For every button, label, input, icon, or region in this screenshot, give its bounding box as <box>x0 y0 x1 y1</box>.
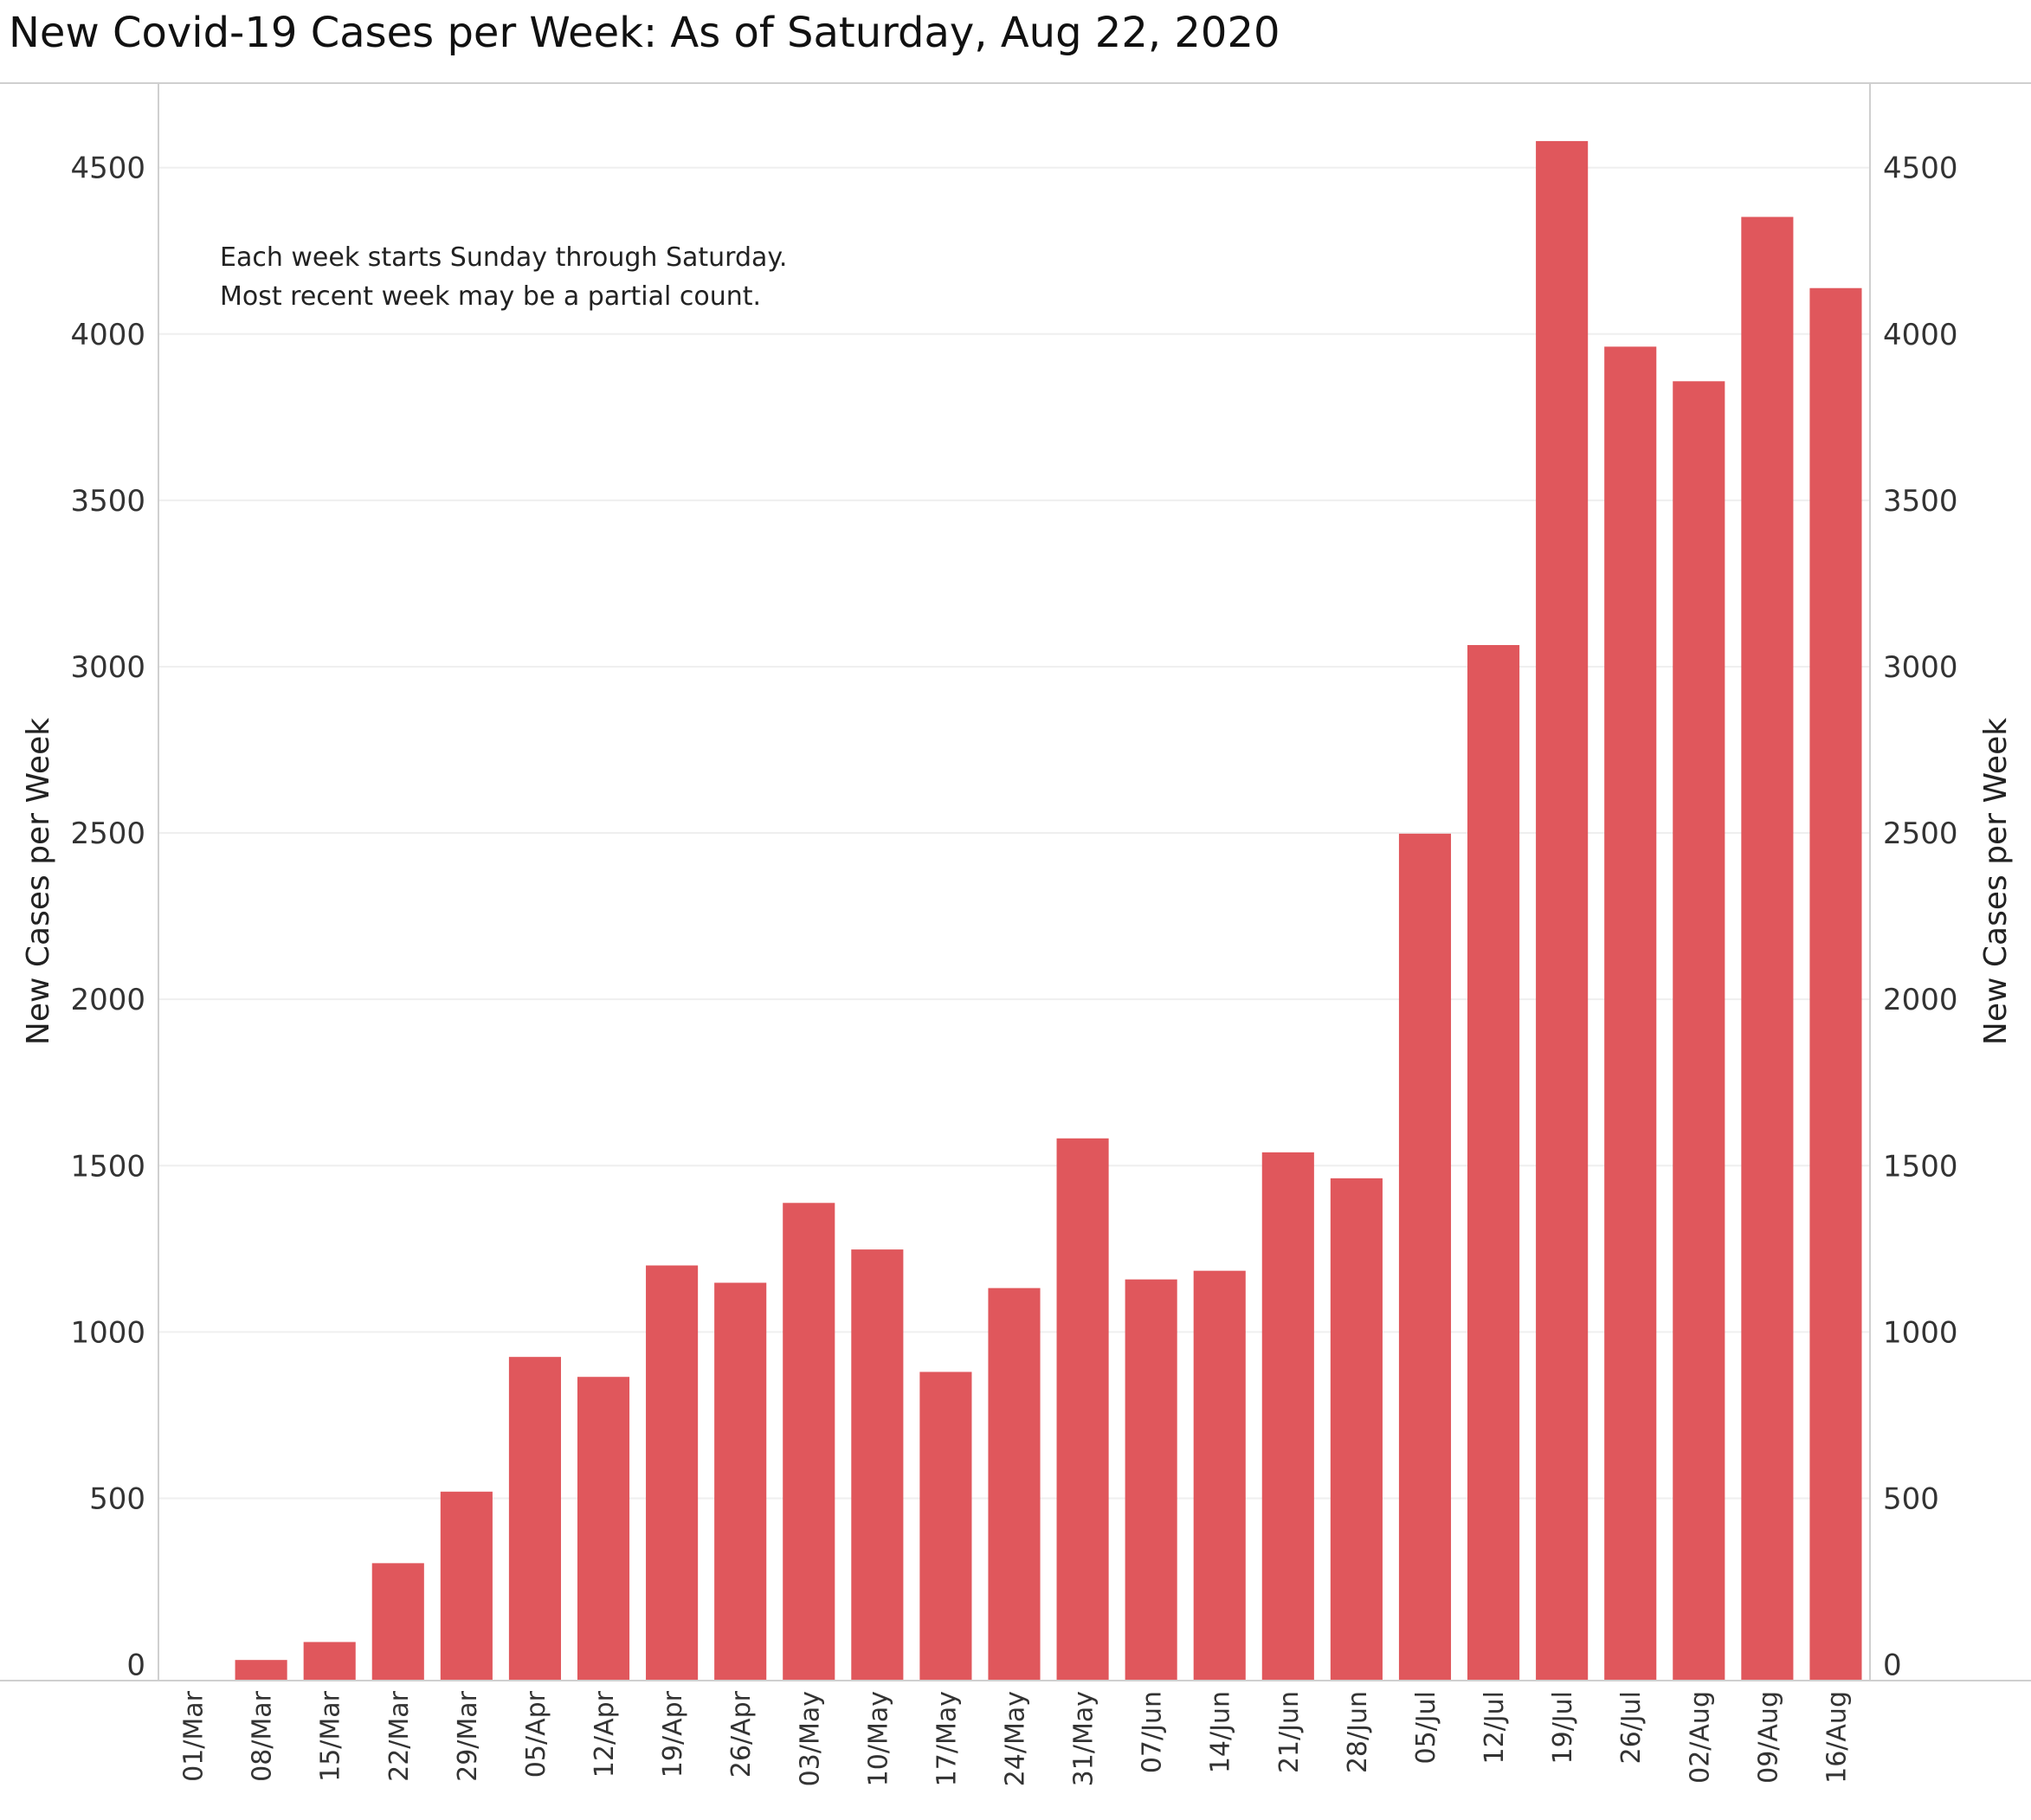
bar-28-jun[interactable] <box>1330 1178 1383 1681</box>
right-y-tick-label: 4000 <box>1883 318 1958 352</box>
x-ticks: 01/Mar 08/Mar 15/Mar 22/Mar 29/Mar 05/Apr 12/A… <box>179 1690 1853 1786</box>
left-y-tick-label: 500 <box>89 1481 145 1516</box>
bars <box>235 140 1862 1681</box>
right-y-tick-label: 0 <box>1883 1649 1902 1683</box>
x-tick-label: 05/Apr <box>521 1690 551 1778</box>
x-tick-label: 22/Mar <box>384 1690 415 1782</box>
x-tick-label: 31/May <box>1069 1691 1099 1786</box>
left-y-tick-label: 2000 <box>70 983 145 1017</box>
bar-17-may[interactable] <box>919 1371 972 1681</box>
bar-03-may[interactable] <box>783 1203 835 1681</box>
right-y-tick-label: 500 <box>1883 1481 1939 1516</box>
x-tick-label: 24/May <box>1001 1691 1031 1786</box>
bar-15-mar[interactable] <box>303 1642 356 1681</box>
x-tick-label: 26/Apr <box>726 1690 757 1778</box>
x-tick-label: 19/Jul <box>1548 1691 1578 1764</box>
x-tick-label: 12/Jul <box>1480 1691 1510 1764</box>
left-y-tick-label: 2500 <box>70 816 145 851</box>
x-tick-label: 15/Mar <box>316 1690 346 1782</box>
annotation-line-2: Most recent week may be a partial count. <box>220 281 761 312</box>
left-y-tick-label: 3000 <box>70 650 145 685</box>
left-y-tick-label: 1000 <box>70 1315 145 1350</box>
left-y-tick-label: 4500 <box>70 152 145 186</box>
left-y-tick-label: 1500 <box>70 1149 145 1184</box>
bar-05-jul[interactable] <box>1398 833 1452 1681</box>
x-tick-label: 14/Jun <box>1206 1691 1236 1773</box>
x-tick-label: 01/Mar <box>179 1690 210 1782</box>
left-y-tick-label: 4000 <box>70 318 145 352</box>
bar-14-jun[interactable] <box>1193 1270 1246 1681</box>
bar-31-may[interactable] <box>1056 1138 1109 1681</box>
bar-07-jun[interactable] <box>1125 1279 1177 1681</box>
right-y-tick-label: 3500 <box>1883 484 1958 519</box>
bar-24-may[interactable] <box>988 1288 1041 1681</box>
right-y-tick-label: 1000 <box>1883 1315 1958 1350</box>
x-tick-label: 09/Aug <box>1753 1691 1783 1784</box>
bar-26-jul[interactable] <box>1604 346 1657 1681</box>
bar-12-apr[interactable] <box>577 1377 630 1681</box>
x-tick-label: 19/Apr <box>658 1690 688 1778</box>
left-y-ticks: 0 500 1000 1500 2000 2500 3000 3500 4000 4500 <box>70 152 145 1683</box>
right-y-ticks: 0 500 1000 1500 2000 2500 3000 3500 4000 4500 <box>1883 152 1958 1683</box>
x-tick-label: 03/May <box>795 1691 825 1786</box>
bar-09-aug[interactable] <box>1741 216 1794 1681</box>
bar-10-may[interactable] <box>851 1249 904 1681</box>
right-y-tick-label: 4500 <box>1883 152 1958 186</box>
x-tick-label: 10/May <box>863 1691 893 1786</box>
left-y-tick-label: 3500 <box>70 484 145 519</box>
right-axis-title: New Cases per Week <box>1978 718 2014 1045</box>
right-y-tick-label: 3000 <box>1883 650 1958 685</box>
bar-08-mar[interactable] <box>235 1660 287 1681</box>
left-axis-title: New Cases per Week <box>21 718 56 1045</box>
x-tick-label: 17/May <box>932 1691 962 1786</box>
x-tick-label: 02/Aug <box>1685 1691 1715 1784</box>
bar-19-apr[interactable] <box>646 1265 699 1681</box>
annotation-line-1: Each week starts Sunday through Saturday… <box>220 242 787 273</box>
x-tick-label: 08/Mar <box>248 1690 278 1782</box>
left-y-tick-label: 0 <box>126 1649 145 1683</box>
bar-02-aug[interactable] <box>1673 381 1725 1681</box>
x-tick-label: 05/Jul <box>1411 1691 1441 1764</box>
bar-26-apr[interactable] <box>714 1282 767 1681</box>
chart-title: New Covid-19 Cases per Week: As of Satur… <box>9 9 1280 57</box>
bar-21-jun[interactable] <box>1261 1152 1314 1681</box>
x-tick-label: 21/Jun <box>1274 1691 1305 1773</box>
x-tick-label: 07/Jun <box>1138 1691 1168 1773</box>
x-tick-label: 12/Apr <box>590 1690 620 1778</box>
bar-16-aug[interactable] <box>1809 287 1862 1681</box>
x-tick-label: 28/Jun <box>1343 1691 1373 1773</box>
bar-19-jul[interactable] <box>1536 140 1589 1681</box>
bar-12-jul[interactable] <box>1467 644 1520 1681</box>
x-tick-label: 16/Aug <box>1821 1691 1852 1784</box>
right-y-tick-label: 1500 <box>1883 1149 1958 1184</box>
x-tick-label: 29/Mar <box>453 1690 483 1782</box>
bar-05-apr[interactable] <box>508 1357 561 1681</box>
right-y-tick-label: 2500 <box>1883 816 1958 851</box>
bar-29-mar[interactable] <box>440 1491 493 1681</box>
bar-22-mar[interactable] <box>371 1563 424 1681</box>
right-y-tick-label: 2000 <box>1883 983 1958 1017</box>
x-tick-label: 26/Jul <box>1616 1691 1647 1764</box>
